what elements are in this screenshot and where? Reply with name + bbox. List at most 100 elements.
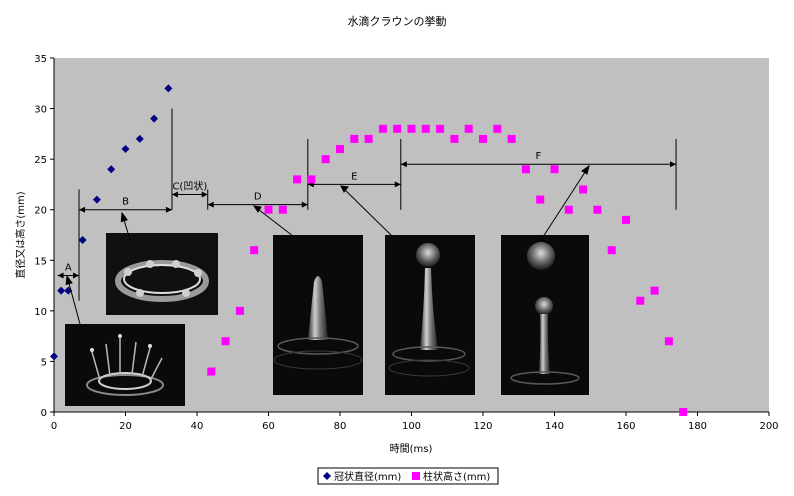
point-column-height [550,165,559,174]
point-column-height [393,124,402,133]
point-column-height [521,165,530,174]
point-column-height [378,124,387,133]
x-tick-label: 200 [759,421,778,432]
phase-arrowhead [165,206,172,213]
x-tick-label: 40 [191,421,204,432]
point-column-height [407,124,416,133]
point-column-height [579,185,588,194]
x-tick-label: 80 [334,421,347,432]
x-tick-label: 180 [688,421,707,432]
phase-label: D [254,192,262,203]
point-column-height [321,155,330,164]
phase-arrowhead [73,272,80,279]
legend: 冠状直径(mm) 柱状高さ(mm) [317,467,499,485]
point-column-height [679,408,688,416]
y-tick-label: 20 [34,206,47,217]
x-tick-label: 0 [51,421,57,432]
legend-box [317,467,499,485]
y-tick-label: 25 [34,155,47,166]
point-column-height [250,246,259,255]
point-column-height [493,124,502,133]
point-crown-diameter [135,134,144,143]
point-column-height [293,175,302,184]
y-tick-label: 15 [34,256,47,267]
point-column-height [221,337,230,346]
point-crown-diameter [78,236,87,245]
phase-arrowhead [201,191,208,198]
point-column-height [336,145,344,154]
phase-dividers [78,108,677,301]
point-column-height [464,124,473,133]
phase-label: F [536,151,542,162]
point-column-height [564,205,573,214]
phase-arrowhead [79,206,86,213]
y-tick-label: 35 [34,54,47,65]
y-tick-label: 30 [34,105,47,116]
y-tick-label: 5 [41,357,47,368]
legend-label-column: 柱状高さ(mm) [423,470,490,483]
x-ticks: 0 20 40 60 80 100 120 140 160 180 200 [51,412,779,432]
point-column-height [207,367,216,376]
y-tick-label: 10 [34,307,47,318]
photo-rising-column [273,235,363,395]
photo-separated-droplet [501,235,589,395]
point-column-height [636,296,645,305]
point-crown-diameter [121,145,130,154]
phase-arrowhead [670,161,677,168]
x-tick-label: 160 [616,421,635,432]
photo-crown-splash [65,324,185,406]
phase-arrowhead [207,201,214,208]
photo-crown-ring [106,233,218,315]
data-points [50,84,688,416]
x-axis-label: 時間(ms) [390,443,433,455]
y-ticks: 0 5 10 15 20 25 30 35 [34,54,54,419]
legend-marker-crown [323,472,331,480]
x-tick-label: 60 [262,421,275,432]
point-column-height [622,215,630,224]
point-crown-diameter [164,84,173,93]
x-tick-label: 100 [402,421,421,432]
point-column-height [479,134,487,143]
point-column-height [364,134,373,143]
x-tick-label: 20 [119,421,132,432]
photo-column-droplet [385,235,475,395]
y-axis-label: 直径又は高さ(mm) [14,191,27,278]
point-column-height [650,286,659,295]
point-crown-diameter [107,165,116,174]
point-column-height [507,134,516,143]
phase-arrowhead [171,191,178,198]
legend-marker-column [412,472,420,480]
y-tick-label: 0 [41,408,47,419]
phase-label: E [351,171,357,182]
phase-annotations: A B C(凹状) D E F [57,151,677,279]
phase-arrowhead [57,272,64,279]
phase-label: B [122,197,129,208]
point-column-height [436,124,445,133]
point-column-height [664,337,673,346]
point-crown-diameter [92,195,101,204]
phase-arrowhead [301,201,308,208]
phase-label: A [65,262,72,273]
point-crown-diameter [150,114,159,123]
point-column-height [536,195,545,204]
phase-arrowhead [394,181,401,188]
point-column-height [607,246,616,255]
phase-arrowhead [400,161,407,168]
point-column-height [235,306,244,315]
legend-label-crown: 冠状直径(mm) [334,470,401,483]
x-tick-label: 120 [473,421,492,432]
x-tick-label: 140 [545,421,564,432]
photo-pointers [65,164,590,325]
point-column-height [421,124,430,133]
point-column-height [350,134,359,143]
point-column-height [278,205,287,214]
point-crown-diameter [50,352,58,361]
point-column-height [307,175,316,184]
point-column-height [450,134,459,143]
phase-label: C(凹状) [172,180,207,193]
point-crown-diameter [57,286,66,295]
point-column-height [593,205,602,214]
point-column-height [264,205,273,214]
